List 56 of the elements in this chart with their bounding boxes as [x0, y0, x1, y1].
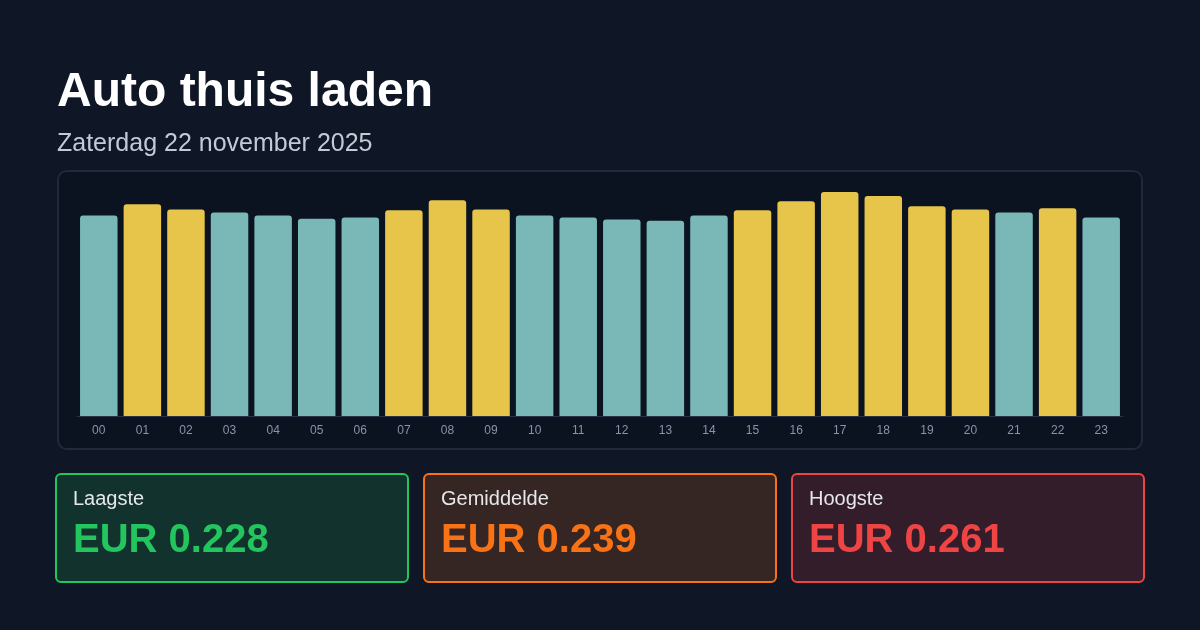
x-tick-label: 01: [135, 423, 150, 437]
bar: [559, 217, 597, 416]
category-label: Laagste: [73, 487, 146, 510]
bar: [472, 209, 510, 416]
x-tick-label: 15: [745, 423, 760, 437]
bar: [80, 215, 118, 416]
bar: [690, 215, 728, 416]
bar: [733, 210, 772, 416]
x-tick-label: 00: [92, 423, 106, 437]
x-tick-label: 21: [1007, 423, 1022, 437]
bar: [123, 204, 162, 416]
bar: [341, 217, 380, 416]
x-tick-label: 02: [179, 423, 193, 437]
text: EUR 0.239: [441, 516, 637, 560]
x-tick-label: 11: [571, 423, 585, 437]
category-label: Gemiddelde: [441, 487, 550, 510]
bar: [167, 209, 205, 416]
bar: [951, 209, 990, 416]
bar: [646, 220, 685, 416]
bar: [254, 215, 292, 416]
bar: [864, 196, 903, 416]
bar: [995, 212, 1033, 416]
bar: [908, 206, 946, 416]
text: EUR 0.261: [809, 516, 1005, 560]
bar: [777, 201, 815, 416]
x-tick-label: 03: [222, 423, 237, 437]
bar: [515, 215, 554, 416]
x-tick-label: 14: [702, 423, 716, 437]
x-tick-label: 04: [266, 423, 281, 437]
bar: [385, 210, 423, 416]
bar: [1082, 217, 1120, 416]
x-tick-label: 22: [1050, 423, 1065, 437]
bar: [297, 218, 336, 416]
x-tick-label: 12: [615, 423, 629, 437]
x-tick-label: 08: [440, 423, 455, 437]
bar: [603, 219, 641, 416]
x-tick-label: 16: [789, 423, 804, 437]
bar: [428, 200, 467, 416]
x-tick-label: 18: [876, 423, 891, 437]
bar: [210, 212, 249, 416]
x-tick-label: 17: [833, 423, 847, 437]
x-tick-label: 13: [658, 423, 673, 437]
x-tick-label: 10: [527, 423, 542, 437]
category-label: Hoogste: [809, 487, 885, 510]
chart-subtitle: Zaterdag 22 november 2025: [57, 128, 373, 157]
x-tick-label: 05: [310, 423, 324, 437]
bar: [1038, 208, 1077, 416]
x-tick-label: 23: [1094, 423, 1109, 437]
x-tick-label: 20: [963, 423, 978, 437]
bar: [820, 192, 859, 416]
x-tick-label: 06: [353, 423, 368, 437]
x-tick-label: 09: [484, 423, 499, 437]
chart-title: Auto thuis laden: [57, 62, 433, 117]
x-tick-label: 19: [920, 423, 934, 437]
x-tick-label: 07: [397, 423, 411, 437]
text: EUR 0.228: [73, 516, 269, 560]
